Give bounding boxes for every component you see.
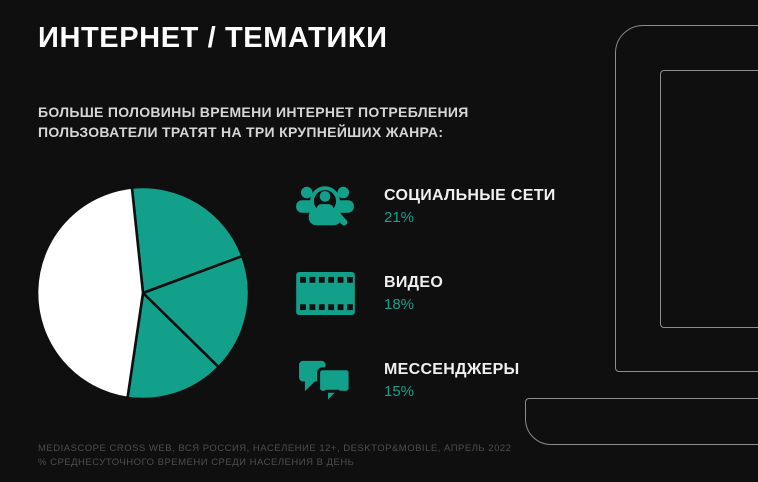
legend-label-social: СОЦИАЛЬНЫЕ СЕТИ: [384, 186, 556, 204]
film-strip-icon: [293, 268, 357, 318]
legend-text: ВИДЕО 18%: [384, 274, 443, 313]
legend: СОЦИАЛЬНЫЕ СЕТИ 21%: [293, 181, 556, 405]
laptop-screen-outline: [660, 70, 758, 328]
laptop-lid-outline: [615, 25, 758, 372]
legend-value-video: 18%: [384, 295, 415, 313]
pie-slice: [126, 291, 221, 401]
pie-slice: [130, 185, 244, 295]
page-subtitle: БОЛЬШЕ ПОЛОВИНЫ ВРЕМЕНИ ИНТЕРНЕТ ПОТРЕБЛ…: [38, 104, 469, 140]
legend-value-messengers: 15%: [384, 382, 415, 400]
pie-slice: [35, 186, 145, 400]
legend-item-video: ВИДЕО 18%: [293, 268, 556, 318]
legend-item-social: СОЦИАЛЬНЫЕ СЕТИ 21%: [293, 181, 556, 231]
social-network-search-icon: [293, 181, 357, 231]
source-note: MEDIASCOPE CROSS WEB, ВСЯ РОССИЯ, НАСЕЛЕ…: [38, 443, 512, 468]
pie-chart: [35, 185, 251, 401]
legend-item-messengers: МЕССЕНДЖЕРЫ 15%: [293, 355, 556, 405]
legend-label-messengers: МЕССЕНДЖЕРЫ: [384, 360, 520, 378]
legend-value-social: 21%: [384, 208, 415, 226]
legend-label-video: ВИДЕО: [384, 273, 444, 291]
page-title: ИНТЕРНЕТ / ТЕМАТИКИ: [38, 22, 388, 54]
legend-text: СОЦИАЛЬНЫЕ СЕТИ 21%: [384, 187, 556, 226]
laptop-base-outline: [525, 398, 758, 445]
pie-slice: [141, 254, 251, 369]
chat-bubbles-icon: [293, 355, 357, 405]
legend-text: МЕССЕНДЖЕРЫ 15%: [384, 361, 520, 400]
